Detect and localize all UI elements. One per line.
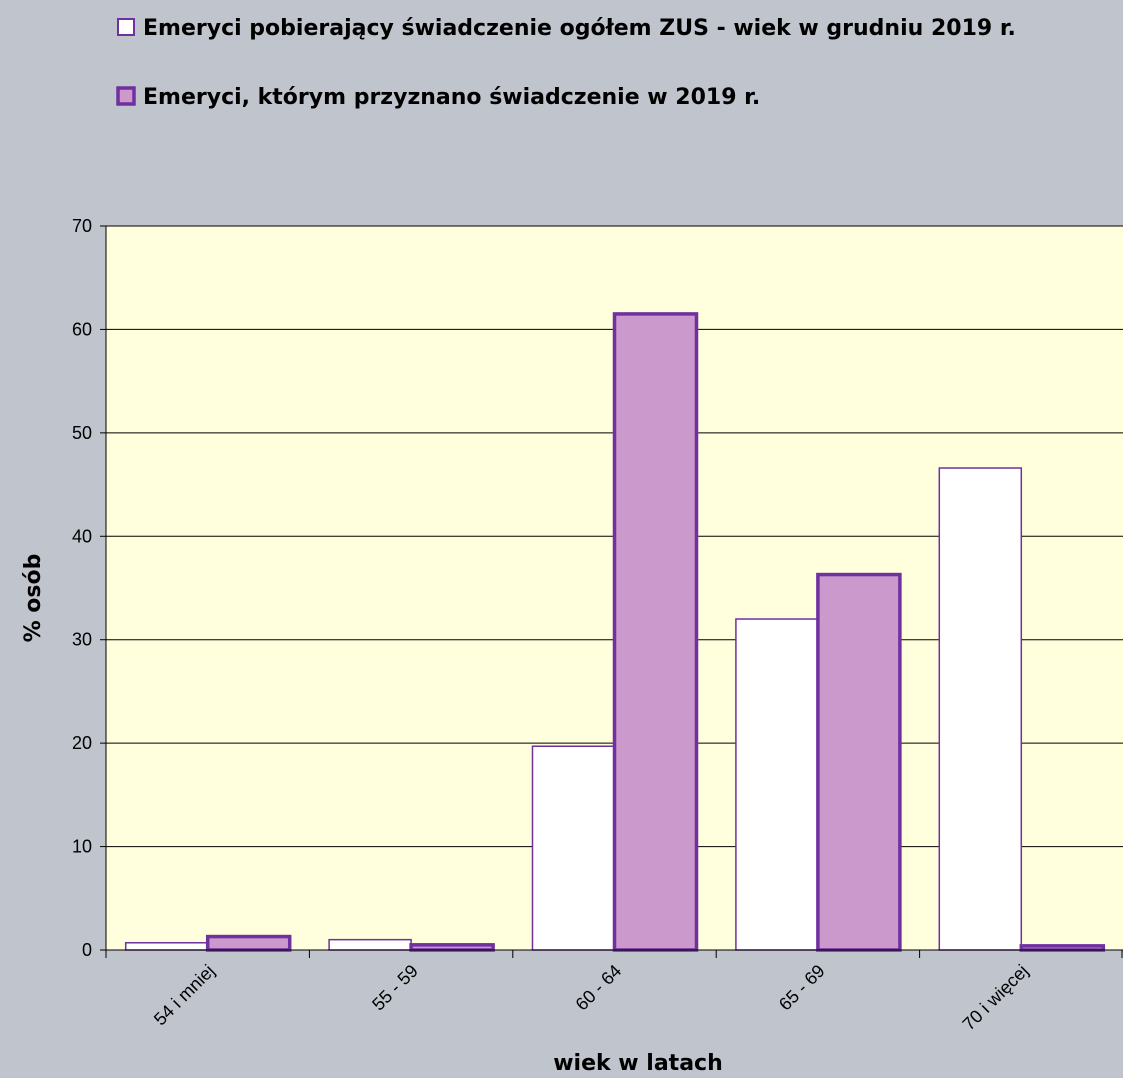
y-tick-labels: 0 10 20 30 40 50 60 70	[72, 216, 92, 960]
x-tick-label: 65 - 69	[775, 961, 829, 1015]
legend-swatch-1	[116, 86, 136, 106]
legend-label-0: Emeryci pobierający świadczenie ogółem Z…	[143, 16, 1016, 41]
legend-label-1: Emeryci, którym przyznano świadczenie w …	[143, 85, 760, 110]
axes	[100, 225, 1123, 958]
y-tick-label: 10	[72, 837, 92, 857]
x-tick-label: 60 - 64	[572, 961, 626, 1015]
y-tick-label: 30	[72, 630, 92, 650]
bar-1	[531, 745, 616, 951]
bar-1	[938, 467, 1023, 951]
y-tick-label: 40	[72, 526, 92, 546]
legend-swatch-0	[117, 18, 135, 36]
x-tick-label: 54 i mniej	[150, 961, 219, 1030]
bar-2	[205, 934, 292, 952]
legend: Emeryci pobierający świadczenie ogółem Z…	[116, 16, 1016, 110]
x-tick-label: 70 i więcej	[959, 961, 1033, 1035]
bar-1	[735, 618, 819, 951]
bar-2	[612, 312, 699, 952]
x-tick-labels: 54 i mniej 55 - 59 60 - 64 65 - 69 70 i więc…	[150, 961, 1032, 1035]
y-tick-label: 60	[72, 319, 92, 339]
bar-1	[124, 942, 209, 951]
bar-2	[409, 943, 495, 952]
y-tick-label: 50	[72, 423, 92, 443]
bar-2	[1019, 944, 1106, 952]
bar-1	[328, 938, 412, 951]
y-tick-label: 0	[82, 940, 92, 960]
y-tick-label: 70	[72, 216, 92, 236]
bar-2	[816, 572, 902, 952]
y-tick-label: 20	[72, 733, 92, 753]
y-axis-title: % osób	[21, 554, 46, 643]
bars	[124, 312, 1106, 952]
x-tick-label: 55 - 59	[368, 961, 422, 1015]
x-axis-title: wiek w latach	[553, 1051, 723, 1076]
